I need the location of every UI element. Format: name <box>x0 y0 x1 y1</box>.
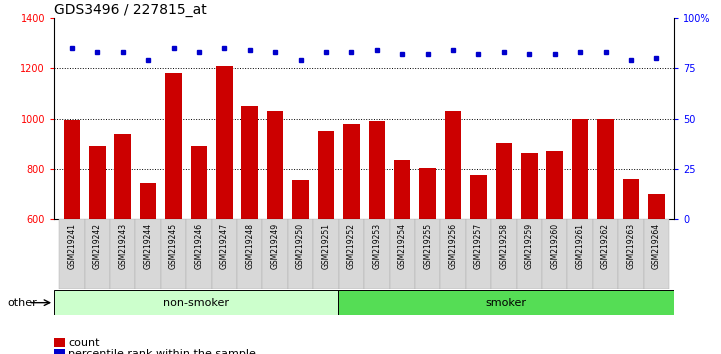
Text: smoker: smoker <box>486 298 527 308</box>
Bar <box>368 121 385 219</box>
Text: GSM219258: GSM219258 <box>500 223 508 269</box>
Text: GSM219257: GSM219257 <box>474 223 483 269</box>
Bar <box>314 219 339 289</box>
Text: GSM219252: GSM219252 <box>347 223 356 269</box>
Bar <box>339 219 364 289</box>
Bar <box>54 290 338 315</box>
Bar <box>110 219 136 289</box>
Bar <box>59 219 84 289</box>
Bar <box>84 219 110 289</box>
Text: GSM219248: GSM219248 <box>245 223 255 269</box>
Text: GSM219249: GSM219249 <box>270 223 280 269</box>
Text: GSM219244: GSM219244 <box>143 223 153 269</box>
Bar <box>593 219 618 289</box>
Bar <box>338 290 674 315</box>
Bar <box>618 219 644 289</box>
Bar <box>140 183 156 219</box>
Bar <box>318 131 335 219</box>
Bar <box>567 219 593 289</box>
Text: GSM219251: GSM219251 <box>322 223 330 269</box>
Bar <box>115 134 131 219</box>
Bar <box>242 106 258 219</box>
Text: GSM219259: GSM219259 <box>525 223 534 269</box>
Text: non-smoker: non-smoker <box>163 298 229 308</box>
Text: GSM219260: GSM219260 <box>550 223 559 269</box>
Bar <box>648 194 665 219</box>
Bar <box>267 111 283 219</box>
Bar <box>394 160 410 219</box>
Bar <box>420 168 436 219</box>
Bar <box>644 219 669 289</box>
Text: GSM219250: GSM219250 <box>296 223 305 269</box>
Text: GSM219262: GSM219262 <box>601 223 610 269</box>
Bar <box>495 143 512 219</box>
Text: GSM219245: GSM219245 <box>169 223 178 269</box>
Bar <box>216 65 233 219</box>
Text: GSM219246: GSM219246 <box>195 223 203 269</box>
Bar <box>516 219 542 289</box>
Bar <box>343 124 360 219</box>
Bar <box>212 219 237 289</box>
Bar <box>521 153 538 219</box>
Bar <box>63 120 80 219</box>
Bar <box>161 219 186 289</box>
Text: GSM219242: GSM219242 <box>93 223 102 269</box>
Bar <box>89 146 105 219</box>
Text: GDS3496 / 227815_at: GDS3496 / 227815_at <box>54 3 207 17</box>
Text: GSM219264: GSM219264 <box>652 223 661 269</box>
Text: GSM219253: GSM219253 <box>372 223 381 269</box>
Bar <box>292 181 309 219</box>
Bar <box>542 219 567 289</box>
Bar <box>470 175 487 219</box>
Bar <box>572 119 588 219</box>
Bar <box>237 219 262 289</box>
Text: other: other <box>7 298 37 308</box>
Bar <box>190 146 207 219</box>
Bar <box>415 219 441 289</box>
Text: GSM219256: GSM219256 <box>448 223 458 269</box>
Text: count: count <box>68 338 100 348</box>
Bar <box>186 219 212 289</box>
Bar <box>389 219 415 289</box>
Bar <box>288 219 314 289</box>
Text: GSM219254: GSM219254 <box>398 223 407 269</box>
Bar <box>364 219 389 289</box>
Bar <box>441 219 466 289</box>
Text: GSM219241: GSM219241 <box>67 223 76 269</box>
Bar <box>466 219 491 289</box>
Text: GSM219263: GSM219263 <box>627 223 635 269</box>
Bar <box>262 219 288 289</box>
Bar <box>445 111 461 219</box>
Text: percentile rank within the sample: percentile rank within the sample <box>68 349 257 354</box>
Bar <box>165 73 182 219</box>
Bar <box>491 219 516 289</box>
Bar <box>597 119 614 219</box>
Bar <box>623 179 640 219</box>
Text: GSM219247: GSM219247 <box>220 223 229 269</box>
Text: GSM219255: GSM219255 <box>423 223 432 269</box>
Bar <box>547 152 563 219</box>
Bar <box>136 219 161 289</box>
Text: GSM219261: GSM219261 <box>575 223 585 269</box>
Text: GSM219243: GSM219243 <box>118 223 127 269</box>
